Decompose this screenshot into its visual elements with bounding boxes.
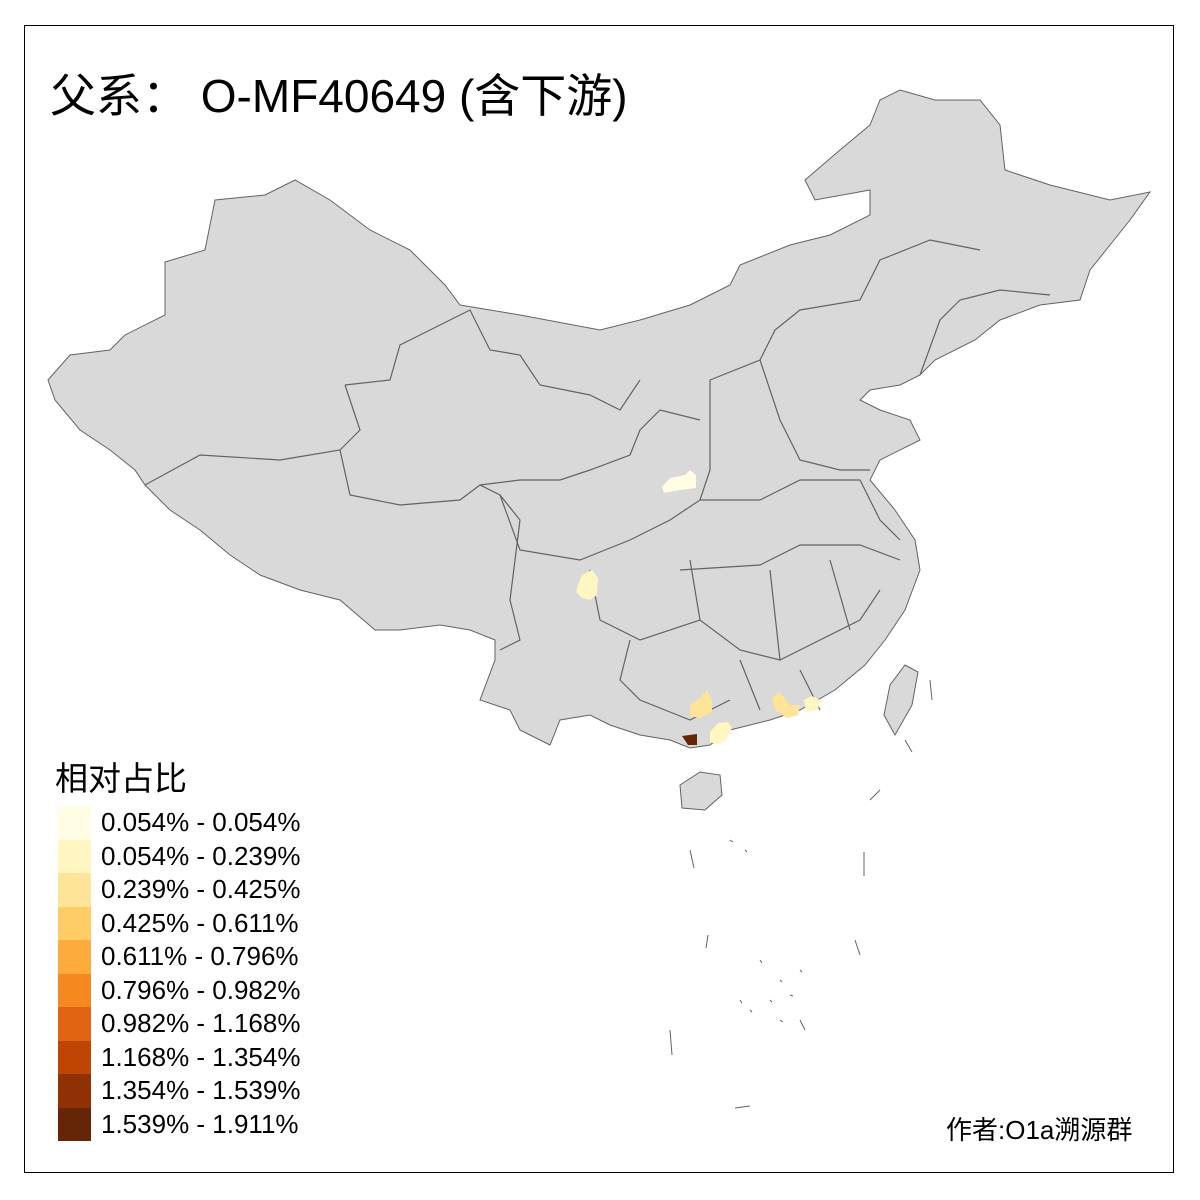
region-guangxi-central xyxy=(690,690,712,718)
legend: 0.054% - 0.054% 0.054% - 0.239% 0.239% -… xyxy=(58,806,300,1141)
author-credit: 作者:O1a溯源群 xyxy=(946,1115,1133,1145)
legend-swatch xyxy=(58,1007,91,1041)
legend-label: 0.796% - 0.982% xyxy=(101,974,301,1005)
legend-title: 相对占比 xyxy=(55,760,187,797)
legend-label: 0.239% - 0.425% xyxy=(101,874,301,905)
legend-label: 0.054% - 0.239% xyxy=(101,840,301,871)
south-china-sea-islands xyxy=(669,679,933,1109)
map-frame xyxy=(24,25,1174,1173)
china-mainland xyxy=(47,89,1152,749)
region-guangdong-central xyxy=(772,692,800,718)
legend-swatch xyxy=(58,940,91,974)
legend-label: 1.354% - 1.539% xyxy=(101,1075,301,1106)
legend-label: 1.539% - 1.911% xyxy=(101,1108,299,1139)
legend-item: 0.611% - 0.796% xyxy=(58,940,300,974)
highlighted-regions xyxy=(576,470,820,745)
legend-item: 0.239% - 0.425% xyxy=(58,873,300,907)
region-guangdong-east xyxy=(804,696,820,712)
region-guangxi-south xyxy=(682,734,697,745)
legend-swatch xyxy=(58,906,91,940)
legend-label: 1.168% - 1.354% xyxy=(101,1041,301,1072)
map-title: 父系： O-MF40649 (含下游) xyxy=(50,70,628,122)
legend-item: 1.354% - 1.539% xyxy=(58,1074,300,1108)
hainan-island xyxy=(679,771,723,811)
legend-label: 0.982% - 1.168% xyxy=(101,1008,301,1039)
legend-item: 0.054% - 0.239% xyxy=(58,839,301,873)
legend-item: 0.054% - 0.054% xyxy=(58,806,300,840)
legend-label: 0.611% - 0.796% xyxy=(101,941,299,972)
legend-swatch xyxy=(58,1040,91,1074)
legend-swatch xyxy=(58,839,91,873)
province-borders xyxy=(144,239,1051,721)
region-sichuan-west xyxy=(576,570,598,600)
region-shaanxi-central xyxy=(662,470,696,493)
legend-swatch xyxy=(58,973,91,1007)
legend-swatch xyxy=(58,1107,91,1141)
legend-swatch xyxy=(58,873,91,907)
legend-label: 0.425% - 0.611% xyxy=(101,907,299,938)
legend-item: 0.796% - 0.982% xyxy=(58,973,301,1007)
legend-item: 1.168% - 1.354% xyxy=(58,1040,301,1074)
legend-item: 0.425% - 0.611% xyxy=(58,906,300,940)
legend-label: 0.054% - 0.054% xyxy=(101,807,301,838)
region-guangdong-west xyxy=(710,722,732,745)
legend-swatch xyxy=(58,1074,91,1108)
legend-swatch xyxy=(58,806,91,840)
taiwan-island xyxy=(883,664,919,737)
legend-item: 0.982% - 1.168% xyxy=(58,1007,300,1041)
legend-item: 1.539% - 1.911% xyxy=(58,1107,300,1141)
